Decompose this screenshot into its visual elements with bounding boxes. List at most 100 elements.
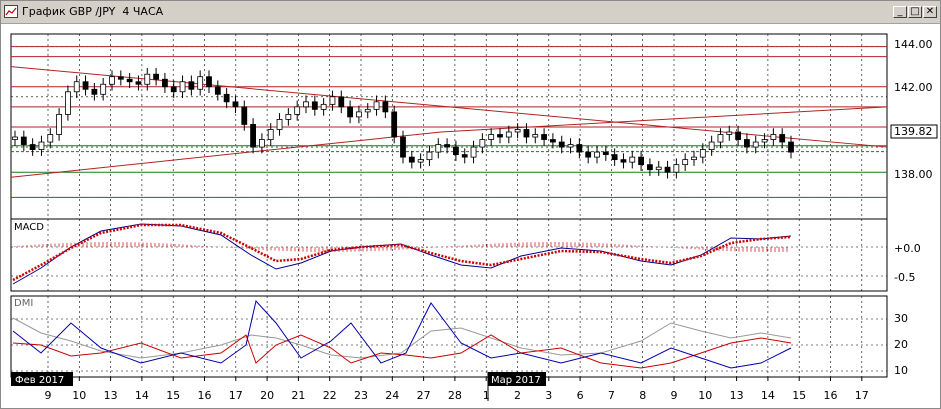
candle-body (602, 151, 609, 155)
signal-line (12, 223, 792, 282)
month-badge (11, 372, 73, 386)
candle-body (576, 144, 583, 153)
candle-body (144, 73, 151, 85)
candle-body (532, 134, 539, 138)
candle-body (673, 164, 680, 173)
candle-body (356, 111, 362, 118)
candle-body (514, 129, 521, 133)
day-label: 8 (639, 389, 646, 402)
time-axis: 9 10 13 14 15 16 17 20 21 22 23 24 27 28 1 2 3 6 7 8 9 10 13 14… (45, 377, 869, 402)
candle-body (303, 101, 309, 108)
candle-body (453, 146, 459, 155)
candle-body (585, 151, 592, 158)
candle-body (162, 78, 168, 88)
candle-body (594, 151, 600, 158)
candle-body (197, 76, 204, 90)
candle-body (470, 146, 477, 158)
chart-icon (4, 5, 18, 18)
macd-label: +0.0 (894, 242, 921, 255)
chart-area[interactable]: 144.00 142.00 138.00 139.82 MACD +0.0 -0… (1, 23, 940, 409)
candle-body (717, 134, 724, 143)
candle-body (56, 114, 62, 135)
day-label: 27 (417, 389, 431, 402)
month-badge (488, 372, 546, 386)
candle-body (276, 119, 283, 130)
candle-body (408, 156, 415, 163)
dmi-minus-line (12, 334, 792, 369)
macd-lines (12, 223, 792, 285)
candle-body (329, 96, 336, 105)
day-label: 2 (514, 389, 521, 402)
candle-body (338, 96, 345, 108)
candle-body (655, 166, 662, 171)
candle-body (214, 86, 221, 95)
day-label: 16 (824, 389, 838, 402)
current-price-box (890, 124, 938, 139)
candle-body (73, 81, 80, 93)
candle-body (682, 159, 689, 166)
price-label: 142.00 (894, 81, 933, 94)
candle-body (417, 159, 424, 163)
candle-body (364, 108, 371, 113)
candle-body (664, 166, 671, 173)
day-label: 20 (260, 389, 274, 402)
day-label: 22 (323, 389, 337, 402)
dmi-title: DMI (14, 298, 33, 309)
candle-body (206, 76, 212, 88)
maximize-button[interactable]: □ (908, 6, 922, 18)
dmi-lines (12, 299, 792, 369)
close-button[interactable]: ✕ (923, 6, 937, 18)
macd-panel (10, 218, 888, 292)
candle-body (726, 131, 733, 135)
candle-body (117, 76, 124, 80)
minimize-button[interactable]: _ (893, 6, 907, 18)
candle-body (779, 134, 786, 143)
candle-body (294, 106, 301, 115)
candle-body (65, 91, 71, 115)
day-label: 21 (291, 389, 305, 402)
day-label: 9 (45, 389, 52, 402)
candle-body (708, 141, 715, 150)
window-title: График GBP /JPY 4 ЧАСА (22, 5, 164, 18)
candle-body (638, 156, 644, 166)
candle-body (558, 141, 565, 148)
price-panel (10, 33, 888, 236)
day-label: 24 (385, 389, 399, 402)
candle-body (382, 101, 389, 113)
title-bar[interactable]: График GBP /JPY 4 ЧАСА _ □ ✕ (1, 1, 940, 24)
day-label: 13 (104, 389, 118, 402)
candle-body (611, 154, 618, 161)
candle-body (179, 81, 186, 93)
candle-body (267, 129, 274, 140)
dmi-panel (10, 295, 888, 378)
month-label: Фев 2017 (15, 375, 64, 386)
candle-body (629, 156, 636, 163)
candle-body (170, 86, 177, 93)
dmi-label: 20 (894, 338, 908, 351)
candle-body (647, 164, 653, 171)
candle-body (541, 134, 547, 140)
uptrend-line (440, 106, 888, 133)
candle-body (232, 101, 239, 108)
dmi-plus-line (12, 299, 792, 369)
candle-body (347, 106, 353, 118)
downtrend-line (10, 66, 888, 148)
candle-body (523, 129, 530, 138)
candle-body (259, 139, 265, 148)
candle-body (488, 134, 495, 140)
price-axis-labels: 144.00 142.00 138.00 (894, 38, 933, 181)
candle-body (320, 103, 327, 110)
day-label: 28 (448, 389, 462, 402)
candle-body (752, 141, 759, 148)
day-label: 15 (166, 389, 180, 402)
candle-body (620, 159, 627, 163)
day-label: 23 (354, 389, 368, 402)
uptrend-line (10, 131, 442, 178)
day-label: 6 (577, 389, 584, 402)
day-label: 17 (855, 389, 869, 402)
macd-title: MACD (14, 222, 44, 233)
candle-body (761, 139, 768, 143)
dmi-label: 30 (894, 312, 908, 325)
candles (12, 67, 794, 179)
